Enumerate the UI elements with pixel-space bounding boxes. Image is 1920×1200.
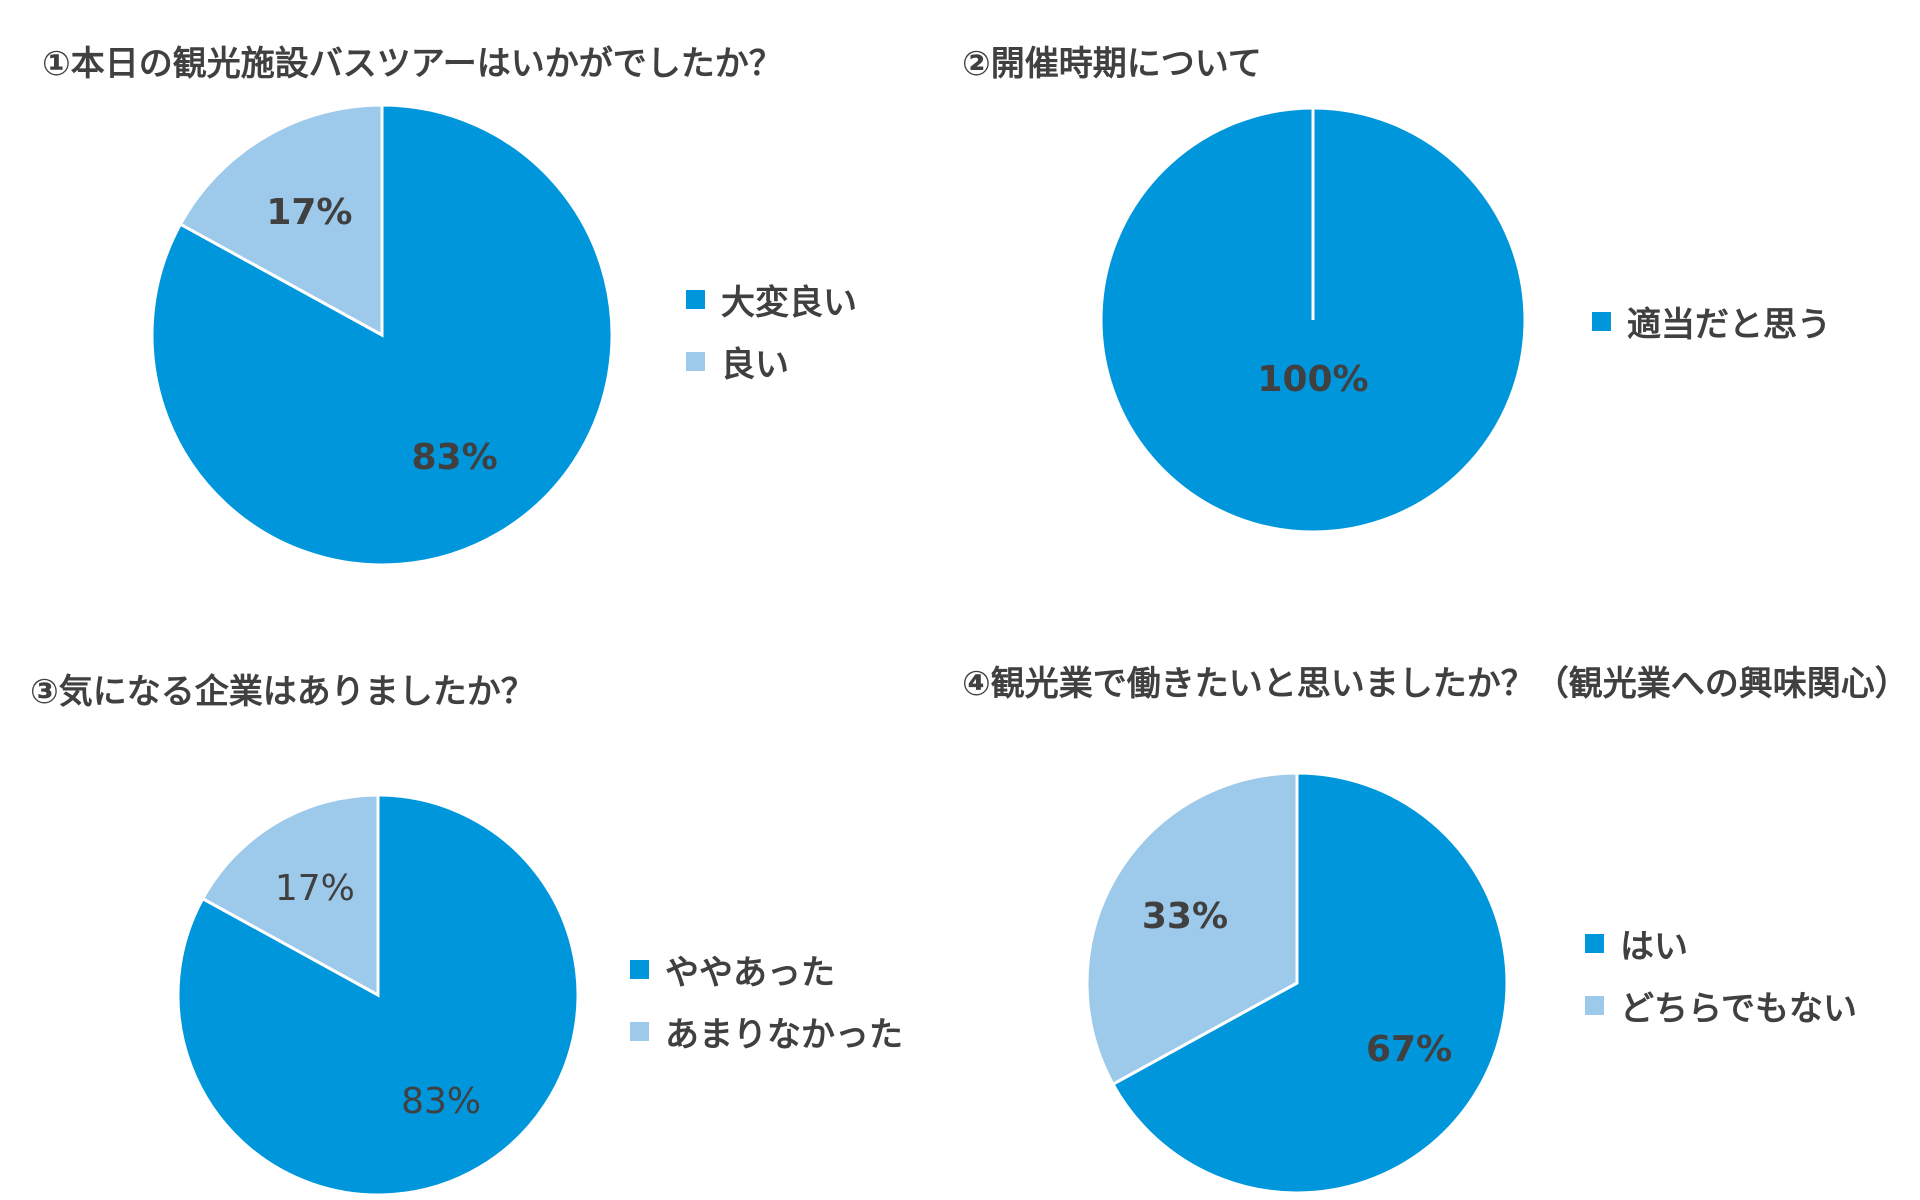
pie-slice-あまりなかった — [200, 793, 380, 998]
pie-slice-どちらでもない — [1085, 771, 1299, 1087]
chart-legend: はい どちらでもない — [1585, 912, 1857, 1036]
legend-swatch — [686, 351, 705, 371]
chart-title: ①本日の観光施設バスツアーはいかがでしたか？ — [42, 44, 783, 84]
legend-swatch — [686, 289, 705, 309]
chart-legend: 大変良い 良い — [686, 268, 857, 392]
legend-swatch — [630, 1021, 649, 1041]
legend-item: ややあった — [630, 938, 903, 1000]
legend-label: 適当だと思う — [1627, 304, 1831, 345]
pie-chart: 83% 17% — [176, 793, 580, 1197]
pie-slice-はい — [1110, 771, 1509, 1195]
data-label: 33% — [1142, 896, 1228, 937]
legend-item: はい — [1585, 912, 1857, 974]
chart-legend: 適当だと思う — [1592, 290, 1831, 352]
legend-swatch — [630, 959, 649, 979]
data-label: 100% — [1257, 359, 1368, 400]
chart-title: ④観光業で働きたいと思いましたか？（観光業への興味関心） — [962, 664, 1909, 704]
chart-title: ②開催時期について — [962, 44, 1262, 84]
legend-label: 良い — [721, 344, 789, 385]
legend-swatch — [1592, 311, 1611, 331]
legend-item: 大変良い — [686, 268, 857, 330]
chart-legend: ややあったあまりなかった — [630, 938, 903, 1062]
legend-label: ややあった — [665, 952, 835, 993]
data-label: 83% — [412, 437, 498, 478]
pie-chart: 100% — [1099, 106, 1527, 534]
data-label: 17% — [275, 868, 355, 909]
pie-slice-良い — [178, 103, 384, 338]
legend-item: どちらでもない — [1585, 974, 1857, 1036]
legend-item: 良い — [686, 330, 857, 392]
chart-title: ③気になる企業はありましたか？ — [30, 672, 535, 712]
data-label: 17% — [266, 192, 352, 233]
pie-chart: 83% 17% — [150, 103, 614, 567]
legend-label: どちらでもない — [1620, 988, 1857, 1029]
data-label: 83% — [401, 1081, 481, 1122]
legend-label: はい — [1620, 926, 1688, 967]
legend-swatch — [1585, 933, 1604, 953]
pie-chart: 67% 33% — [1085, 771, 1509, 1195]
legend-label: あまりなかった — [665, 1014, 903, 1055]
legend-swatch — [1585, 995, 1604, 1015]
legend-label: 大変良い — [721, 282, 857, 323]
legend-item: 適当だと思う — [1592, 290, 1831, 352]
legend-item: あまりなかった — [630, 1000, 903, 1062]
data-label: 67% — [1366, 1029, 1452, 1070]
